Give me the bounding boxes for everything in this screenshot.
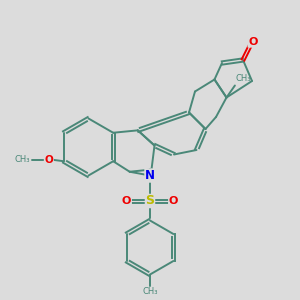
Text: S: S bbox=[146, 194, 154, 208]
Text: CH₃: CH₃ bbox=[15, 155, 30, 164]
Text: CH₃: CH₃ bbox=[142, 287, 158, 296]
Text: O: O bbox=[44, 155, 53, 165]
Text: O: O bbox=[248, 37, 258, 47]
Text: O: O bbox=[169, 196, 178, 206]
Text: O: O bbox=[122, 196, 131, 206]
Text: CH₃: CH₃ bbox=[236, 74, 251, 83]
Text: N: N bbox=[145, 169, 155, 182]
